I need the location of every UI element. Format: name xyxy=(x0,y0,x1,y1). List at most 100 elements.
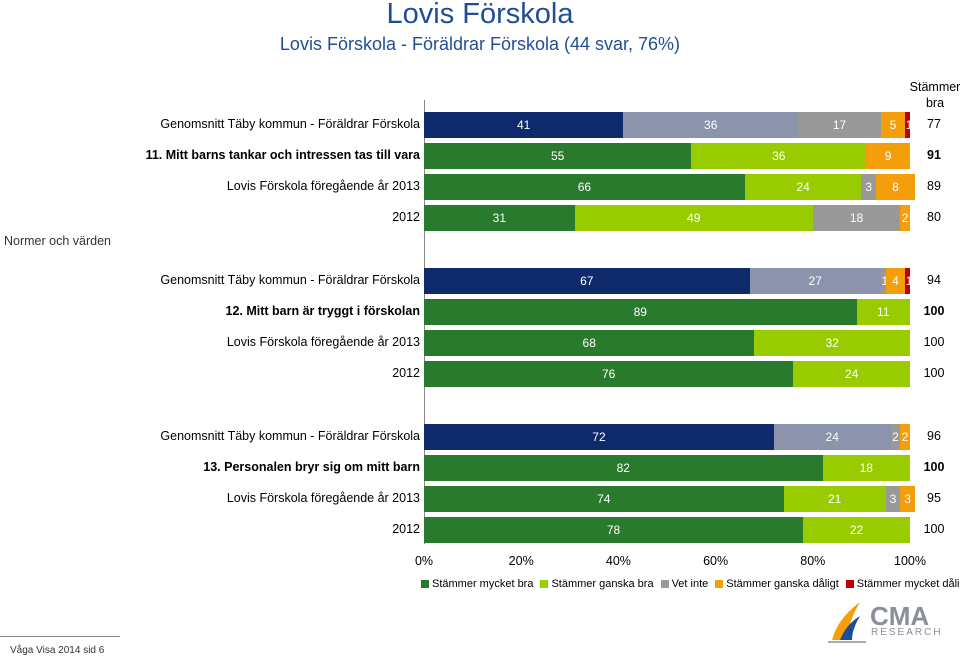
legend-item: Stämmer mycket dåligt xyxy=(845,578,960,590)
score-value: 100 xyxy=(923,522,945,536)
x-tick-label: 0% xyxy=(414,554,434,568)
bar-segment xyxy=(885,268,906,294)
bar-value-label: 2 xyxy=(892,430,899,444)
bar-value-label: 0 xyxy=(910,523,918,537)
row-label: Lovis Förskola föregående år 2013 xyxy=(226,491,420,505)
score-value: 95 xyxy=(927,491,941,505)
bar-value-label: 0 xyxy=(910,430,918,444)
bar-segment xyxy=(424,361,794,387)
bar-segment xyxy=(822,455,910,481)
score-value: 80 xyxy=(927,210,941,224)
bar-segment xyxy=(424,517,804,543)
score-value: 100 xyxy=(923,460,945,474)
bar-value-label: 21 xyxy=(827,492,842,506)
bar-segment xyxy=(749,268,881,294)
bar-value-label: 18 xyxy=(859,461,873,475)
bar-segment xyxy=(424,205,575,231)
row-label: 12. Mitt barn är tryggt i förskolan xyxy=(225,304,420,318)
bar-value-label: 72 xyxy=(592,430,606,444)
bar-value-label: 3 xyxy=(889,492,897,506)
score-value: 94 xyxy=(927,273,941,287)
x-tick-label: 60% xyxy=(703,554,729,568)
bar-value-label: 41 xyxy=(516,118,531,132)
bar-segment xyxy=(773,424,891,450)
bar-segment xyxy=(905,112,910,138)
row-label: 13. Personalen bryr sig om mitt barn xyxy=(203,460,420,474)
row-label: Genomsnitt Täby kommun - Föräldrar Försk… xyxy=(160,117,420,131)
legend-swatch xyxy=(845,580,854,588)
legend-label: Stämmer mycket bra xyxy=(432,578,534,590)
x-tick-label: 100% xyxy=(894,554,926,568)
score-value: 100 xyxy=(923,304,945,318)
legend-swatch xyxy=(540,580,549,588)
cma-logo-icon xyxy=(828,602,866,643)
bar-segment xyxy=(803,517,910,543)
bar-value-label: 27 xyxy=(808,274,822,288)
page-title: Lovis Förskola xyxy=(386,0,574,30)
bar-segment xyxy=(812,205,901,231)
bar-segment xyxy=(885,486,901,512)
bar-segment xyxy=(424,299,857,325)
row-label: Lovis Förskola föregående år 2013 xyxy=(226,335,420,349)
bar-value-label: 3 xyxy=(865,180,873,194)
footer-divider xyxy=(0,636,120,637)
row-label: Genomsnitt Täby kommun - Föräldrar Försk… xyxy=(160,429,420,443)
score-value: 100 xyxy=(923,366,945,380)
legend-label: Vet inte xyxy=(671,578,709,590)
bar-segment xyxy=(900,205,910,231)
bar-value-label: 89 xyxy=(633,305,647,319)
row-label: Lovis Förskola föregående år 2013 xyxy=(226,179,420,193)
legend-label: Stämmer ganska dåligt xyxy=(726,578,839,590)
bar-value-label: 24 xyxy=(825,430,839,444)
bar-segment xyxy=(880,268,886,294)
x-tick-label: 80% xyxy=(800,554,826,568)
bar-value-label: 22 xyxy=(849,523,864,537)
bar-value-label: 74 xyxy=(597,492,611,506)
bar-segment xyxy=(798,112,881,138)
footer-text: Våga Visa 2014 sid 6 xyxy=(10,645,105,656)
bar-value-label: 17 xyxy=(832,118,847,132)
bar-value-label: 32 xyxy=(825,336,839,350)
bar-value-label: 1 xyxy=(905,274,913,288)
score-value: 91 xyxy=(927,148,941,162)
score-value: 89 xyxy=(927,179,941,193)
legend-swatch xyxy=(715,580,724,588)
bar-value-label: 0 xyxy=(910,367,918,381)
x-tick-label: 20% xyxy=(508,554,534,568)
bar-value-label: 68 xyxy=(582,336,596,350)
bar-segment xyxy=(793,361,910,387)
legend-swatch xyxy=(660,580,669,588)
score-value: 96 xyxy=(927,429,941,443)
bar-value-label: 66 xyxy=(577,180,592,194)
bar-segment xyxy=(856,299,910,325)
bar-segment xyxy=(861,174,876,200)
bar-segment xyxy=(424,424,774,450)
bar-value-label: 36 xyxy=(704,118,718,132)
bar-value-label: 78 xyxy=(606,523,621,537)
bar-value-label: 36 xyxy=(772,149,786,163)
chart-plot-area: 4136175155369066243803149182067271418911… xyxy=(424,100,922,544)
bar-value-label: 24 xyxy=(844,367,859,381)
bar-value-label: 0 xyxy=(910,336,918,350)
bar-segment xyxy=(424,268,750,294)
row-label: 2012 xyxy=(392,366,420,380)
bar-segment xyxy=(744,174,862,200)
legend-swatch xyxy=(421,580,429,588)
bar-value-label: 11 xyxy=(877,305,890,319)
bar-value-label: 9 xyxy=(884,149,892,163)
legend-label: Stämmer ganska bra xyxy=(551,578,654,590)
page-subtitle: Lovis Förskola - Föräldrar Förskola (44 … xyxy=(279,34,681,54)
bar-value-label: 5 xyxy=(889,118,897,132)
score-value: 77 xyxy=(927,117,941,131)
bar-value-label: 24 xyxy=(796,180,810,194)
bar-value-label: 31 xyxy=(492,211,506,225)
legend-item: Stämmer ganska dåligt xyxy=(715,578,839,590)
row-label: Genomsnitt Täby kommun - Föräldrar Försk… xyxy=(160,273,420,287)
bar-segment xyxy=(866,143,910,169)
logo-sub: RESEARCH xyxy=(871,627,943,638)
score-value: 100 xyxy=(923,335,945,349)
bar-value-label: 0 xyxy=(910,211,918,225)
bar-segment xyxy=(890,424,901,450)
bar-value-label: 2 xyxy=(901,211,909,225)
row-label: 2012 xyxy=(392,210,420,224)
